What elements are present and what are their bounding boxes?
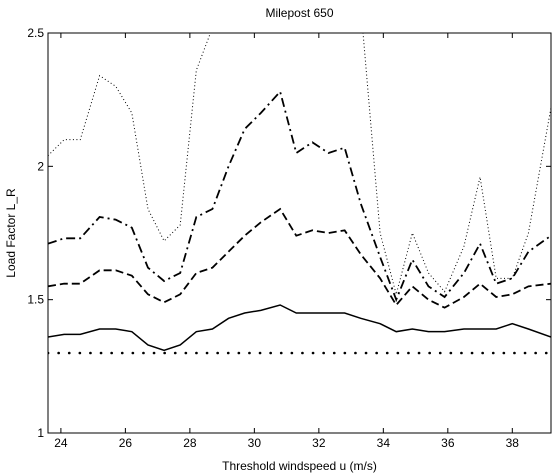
series-line-1-dotted-thin	[48, 33, 551, 297]
series-layer	[48, 33, 551, 355]
series-line-3-dashed	[48, 207, 551, 309]
x-tick-label: 34	[377, 436, 391, 450]
y-tick-label: 1.5	[27, 293, 44, 307]
ticks-layer: 24 26 28 30 32 34 36 38 1 1.5 2 2.5	[27, 26, 551, 450]
x-tick-label: 30	[248, 436, 262, 450]
y-tick-label: 1	[37, 426, 44, 440]
plot-frame	[47, 32, 552, 434]
x-tick-label: 26	[119, 436, 133, 450]
y-axis-label: Load Factor L_R	[4, 188, 18, 278]
x-tick-label: 38	[506, 436, 520, 450]
x-tick-label: 28	[183, 436, 197, 450]
chart-title: Milepost 650	[265, 6, 333, 20]
x-tick-label: 36	[441, 436, 455, 450]
series-line-4-solid	[48, 304, 551, 352]
x-tick-label: 32	[312, 436, 326, 450]
y-tick-label: 2.5	[27, 26, 44, 40]
x-tick-label: 24	[54, 436, 68, 450]
x-axis-label: Threshold windspeed u (m/s)	[222, 459, 377, 473]
y-tick-label: 2	[37, 159, 44, 173]
series-line-2-dash-dot	[48, 89, 551, 303]
